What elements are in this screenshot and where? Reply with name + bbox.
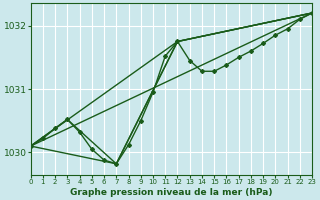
X-axis label: Graphe pression niveau de la mer (hPa): Graphe pression niveau de la mer (hPa) [70,188,273,197]
